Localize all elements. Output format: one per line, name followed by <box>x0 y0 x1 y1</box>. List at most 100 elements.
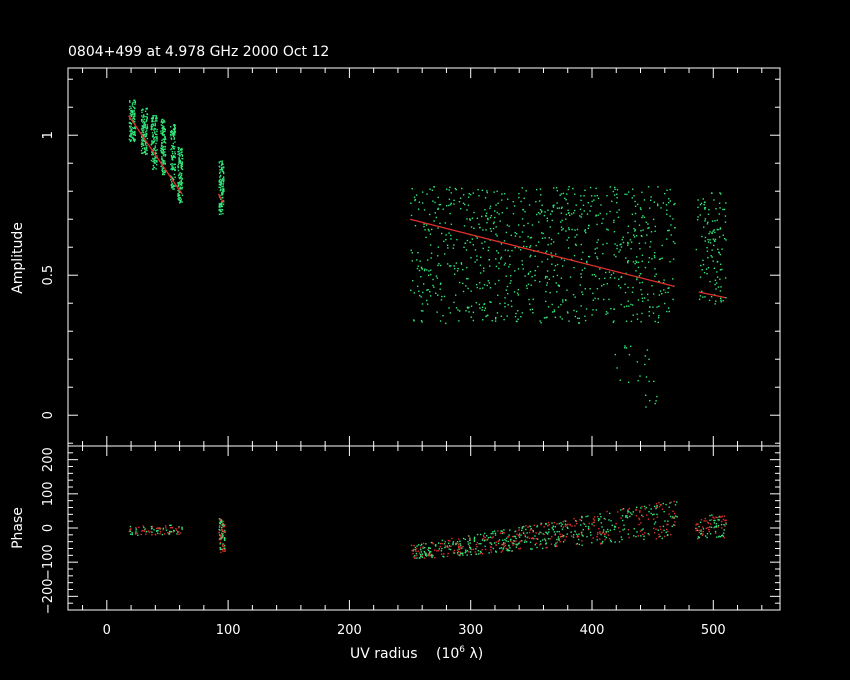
data-point <box>422 283 425 285</box>
data-point <box>614 186 616 189</box>
data-point <box>162 121 164 123</box>
data-point <box>179 162 181 164</box>
data-point <box>503 532 505 534</box>
data-point <box>527 235 529 238</box>
data-point <box>472 548 475 551</box>
data-point <box>627 533 629 535</box>
data-point <box>459 551 461 553</box>
data-point <box>219 203 222 206</box>
data-point <box>672 510 674 512</box>
data-point <box>705 520 707 522</box>
data-point <box>438 203 441 206</box>
data-point <box>219 519 221 522</box>
data-point <box>625 516 627 518</box>
data-point <box>587 255 590 258</box>
data-point <box>535 188 538 191</box>
data-point <box>663 535 666 538</box>
data-point <box>550 543 553 545</box>
data-point <box>606 213 608 215</box>
data-point <box>178 202 181 204</box>
data-point <box>141 530 143 532</box>
data-point <box>162 163 164 165</box>
data-point <box>568 320 570 322</box>
data-point <box>592 299 595 301</box>
data-point <box>581 534 584 536</box>
data-point <box>507 304 509 306</box>
data-point <box>455 542 457 545</box>
data-point <box>566 239 568 241</box>
data-point <box>613 254 615 256</box>
data-point <box>571 213 573 215</box>
data-point <box>155 150 157 152</box>
data-point <box>172 128 175 131</box>
data-point <box>172 178 175 181</box>
data-point <box>163 145 165 148</box>
data-point <box>539 320 541 322</box>
data-point <box>168 533 170 535</box>
data-point <box>566 524 568 526</box>
data-point <box>441 543 443 545</box>
data-point <box>490 543 493 546</box>
data-point <box>601 532 604 534</box>
data-point <box>450 234 452 237</box>
data-point <box>177 165 179 167</box>
data-point <box>472 192 475 194</box>
data-point <box>551 527 553 529</box>
data-point <box>172 167 174 169</box>
data-point <box>223 530 225 533</box>
data-point <box>547 533 549 535</box>
data-point <box>140 149 143 152</box>
data-point <box>421 321 423 323</box>
data-point <box>465 249 468 251</box>
data-point <box>696 527 698 530</box>
data-point <box>713 267 716 270</box>
data-point <box>143 133 145 136</box>
data-point <box>221 166 223 169</box>
data-point <box>157 530 159 532</box>
data-point <box>130 136 132 138</box>
data-point <box>520 540 522 542</box>
data-point <box>163 151 165 153</box>
data-point <box>579 284 582 286</box>
data-point <box>649 306 651 308</box>
data-point <box>471 238 474 240</box>
data-point <box>578 543 580 546</box>
data-point <box>577 535 579 538</box>
data-point <box>222 550 224 552</box>
data-point <box>539 209 542 211</box>
data-point <box>174 129 176 131</box>
data-point <box>179 183 181 185</box>
data-point <box>156 128 158 131</box>
data-point <box>479 552 481 555</box>
data-point <box>474 551 477 553</box>
data-point <box>492 227 495 230</box>
data-point <box>521 527 523 529</box>
data-point <box>163 140 166 142</box>
data-point <box>476 533 479 536</box>
data-point <box>653 532 656 534</box>
data-point <box>556 274 559 277</box>
data-point <box>714 283 716 286</box>
data-point <box>702 263 705 266</box>
data-point <box>639 375 641 377</box>
data-point <box>154 124 156 127</box>
data-point <box>535 537 537 540</box>
data-point <box>427 549 430 552</box>
data-point <box>432 278 434 281</box>
data-point <box>135 528 137 530</box>
data-point <box>464 551 466 554</box>
data-point <box>161 159 164 161</box>
data-point <box>222 548 224 550</box>
data-point <box>575 204 577 206</box>
data-point <box>526 532 528 534</box>
data-point <box>553 521 556 524</box>
data-point <box>153 161 156 163</box>
data-point <box>588 224 590 227</box>
data-point <box>657 317 660 319</box>
data-point <box>156 161 158 163</box>
data-point <box>417 265 420 267</box>
data-point <box>454 187 457 190</box>
data-point <box>575 244 577 247</box>
data-point <box>603 283 605 286</box>
data-point <box>219 538 221 540</box>
